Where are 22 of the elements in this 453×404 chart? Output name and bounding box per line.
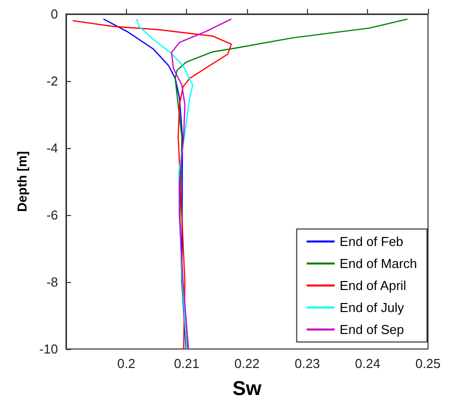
legend-label: End of Sep xyxy=(340,322,404,337)
legend-label: End of Feb xyxy=(340,234,404,249)
line-series xyxy=(170,18,232,350)
legend-label: End of March xyxy=(340,256,418,271)
y-axis-title: Depth [m] xyxy=(14,151,30,212)
x-tick-label: 0.2 xyxy=(117,356,136,371)
line-series xyxy=(72,20,232,350)
x-tick-label: 0.25 xyxy=(415,356,441,371)
x-tick-label: 0.21 xyxy=(174,356,200,371)
x-tick-label: 0.22 xyxy=(234,356,260,371)
legend-label: End of July xyxy=(340,300,404,315)
x-tick-label: 0.23 xyxy=(294,356,320,371)
y-tick-label: -2 xyxy=(46,74,58,88)
legend-label: End of April xyxy=(340,278,406,293)
y-tick-label: -6 xyxy=(46,208,58,222)
y-tick-label: 0 xyxy=(50,6,58,22)
y-tick-label: -4 xyxy=(46,140,58,156)
y-tick-label: -10 xyxy=(39,342,58,356)
x-tick-label: 0.24 xyxy=(355,356,380,371)
y-tick-label: -8 xyxy=(46,274,58,290)
line-series xyxy=(136,18,194,350)
x-axis-title: Sw xyxy=(232,378,262,400)
